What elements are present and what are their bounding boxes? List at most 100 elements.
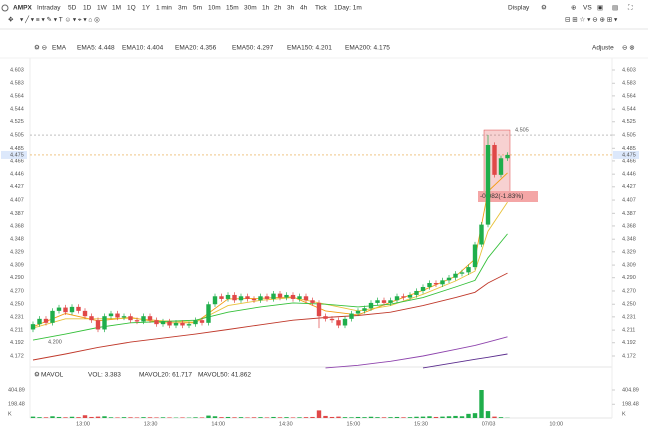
candle-body: [368, 302, 374, 309]
volume-icons[interactable]: ⚙: [34, 371, 40, 379]
candle-body: [258, 296, 263, 301]
candle-body: [212, 296, 218, 305]
price-badge: [613, 150, 639, 159]
candle-body: [492, 144, 497, 175]
volume-bar: [245, 417, 250, 418]
candle-body: [173, 322, 179, 326]
symbol[interactable]: AMPX: [13, 5, 32, 12]
layout-icon[interactable]: ▤: [612, 5, 618, 12]
candle-body: [479, 224, 484, 245]
candle-body: [186, 324, 192, 326]
volume-bar: [290, 417, 296, 418]
candle-body: [251, 298, 257, 301]
range-button[interactable]: 5D: [68, 5, 77, 12]
indicator-name[interactable]: EMA: [52, 45, 67, 52]
camera-icon[interactable]: ▣: [597, 5, 603, 12]
panel-icons[interactable]: ⊖ ⊗: [622, 45, 635, 52]
volume-bar: [420, 416, 426, 418]
y-tick-label: 4.211: [622, 328, 635, 334]
volume-bar: [466, 413, 471, 418]
range-button[interactable]: 1D: [83, 5, 92, 12]
candle-body: [141, 316, 146, 322]
y-tick-label: 4.329: [622, 249, 636, 255]
range-button[interactable]: 1Y: [142, 5, 151, 12]
legend-entry: EMA50: 4.297: [232, 45, 274, 52]
candle-body: [414, 290, 419, 295]
view-tools[interactable]: ⊟ ⊞ ☆ ▾ ⊖ ⊕ ⊞ ▾: [565, 16, 618, 24]
volume-bar: [368, 416, 374, 418]
y-tick-label: 4.583: [10, 81, 24, 87]
volume-bar: [238, 417, 244, 418]
volume-tick-label: 404.89: [8, 387, 25, 393]
range-button[interactable]: 3m: [178, 5, 187, 12]
volume-bar: [394, 416, 400, 418]
y-tick-label: 4.290: [10, 275, 24, 281]
volume-bar: [121, 417, 127, 418]
high-annotation: 4.505: [515, 127, 529, 133]
y-tick-label: 4.564: [622, 93, 636, 99]
range-button[interactable]: 10m: [208, 5, 221, 12]
legend-entry: EMA150: 4.201: [287, 45, 332, 52]
volume-legend: VOL: 3.383: [88, 372, 121, 379]
candle-body: [427, 283, 432, 287]
candle-body: [349, 313, 354, 319]
x-tick-label: 10:00: [549, 421, 563, 427]
volume-bar: [427, 416, 432, 418]
volume-unit: K: [622, 411, 626, 417]
display-menu[interactable]: Display: [508, 5, 530, 12]
range-button[interactable]: 30m: [244, 5, 257, 12]
volume-bar: [193, 417, 198, 418]
candle-body: [459, 272, 465, 274]
measure-badge: [478, 191, 538, 202]
volume-bar: [219, 417, 224, 418]
compare-icon[interactable]: ⊕: [571, 5, 577, 12]
volume-indicator-name[interactable]: MAVOL: [41, 372, 64, 379]
range-button[interactable]: Tick: [315, 5, 327, 12]
candle-body: [43, 318, 49, 323]
indicator-icons[interactable]: ⚙ ⊖: [34, 44, 48, 52]
y-tick-label: 4.309: [622, 263, 636, 269]
volume-bar: [264, 417, 270, 418]
volume-bar: [134, 417, 140, 418]
x-tick-label: 07/03: [482, 421, 496, 427]
range-button[interactable]: Intraday: [37, 5, 61, 12]
range-button[interactable]: 3h: [287, 5, 295, 12]
range-button[interactable]: 1Q: [127, 5, 136, 12]
volume-bar: [56, 416, 62, 418]
volume-bar: [232, 417, 237, 418]
volume-bar: [180, 417, 185, 418]
range-button[interactable]: 2h: [274, 5, 282, 12]
settings-icon[interactable]: ⚙: [541, 4, 547, 12]
candle-body: [95, 320, 101, 330]
range-button[interactable]: 1M: [112, 5, 121, 12]
y-tick-label: 4.544: [622, 107, 636, 113]
range-button[interactable]: 1Day: 1m: [334, 5, 362, 12]
candle-body: [50, 310, 55, 323]
range-button[interactable]: 5m: [193, 5, 202, 12]
volume-bar: [329, 416, 335, 418]
candle-body: [134, 320, 140, 322]
volume-bar: [141, 417, 146, 418]
volume-bar: [69, 416, 75, 418]
crosshair-tool[interactable]: ✥: [8, 16, 14, 24]
volume-bar: [485, 411, 491, 418]
range-button[interactable]: 1W: [97, 5, 108, 12]
y-tick-label: 4.427: [622, 184, 636, 190]
range-button[interactable]: 15m: [226, 5, 239, 12]
adjust-toggle[interactable]: Adjuste: [592, 45, 614, 52]
volume-bar: [336, 416, 341, 418]
legend-entry: EMA200: 4.175: [345, 45, 390, 52]
range-button[interactable]: 1 min: [156, 5, 172, 12]
range-button[interactable]: 1h: [262, 5, 270, 12]
y-tick-label: 4.603: [10, 67, 24, 73]
volume-bar: [95, 416, 101, 418]
y-tick-label: 4.348: [10, 237, 24, 243]
search-icon[interactable]: [1, 4, 9, 12]
range-button[interactable]: 4h: [300, 5, 308, 12]
y-tick-label: 4.329: [10, 249, 24, 255]
draw-tools[interactable]: ▾ ╱ ▾ ≡ ▾ ✎ ▾ T ☺ ▾ ⌖ ▾ ⌂ ◎: [20, 15, 100, 24]
legend-entry: EMA5: 4.448: [77, 45, 115, 52]
y-tick-label: 4.407: [10, 198, 24, 204]
fullscreen-icon[interactable]: ⛶: [628, 5, 633, 12]
vs-button[interactable]: VS: [583, 5, 592, 12]
